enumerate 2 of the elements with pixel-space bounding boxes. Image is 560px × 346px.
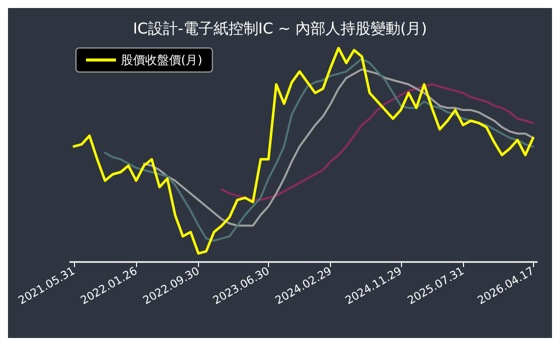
chart-title: IC設計-電子紙控制IC ~ 內部人持股變動(月): [132, 20, 428, 38]
legend-label: 股價收盤價(月): [121, 53, 202, 67]
